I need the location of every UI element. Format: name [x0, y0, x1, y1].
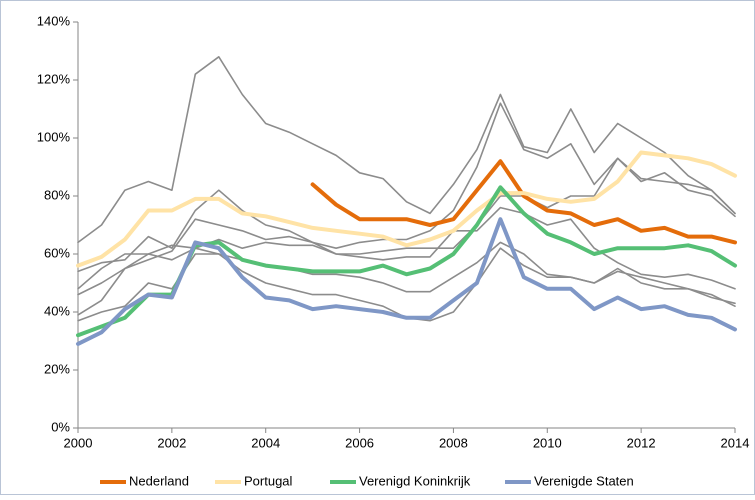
y-tick-label: 0%: [51, 419, 70, 434]
legend-label: Nederland: [129, 473, 189, 488]
y-tick-label: 100%: [37, 129, 71, 144]
background-line: [77, 56, 736, 244]
legend-label: Verenigde Staten: [534, 473, 634, 488]
x-tick-label: 2006: [345, 435, 374, 450]
legend-label: Portugal: [244, 473, 293, 488]
x-tick-label: 2004: [251, 435, 280, 450]
x-tick-label: 2012: [627, 435, 656, 450]
legend-label: Verenigd Koninkrijk: [359, 473, 471, 488]
x-tick-label: 2008: [439, 435, 468, 450]
background-line: [77, 157, 736, 296]
y-tick-label: 60%: [44, 245, 70, 260]
series-line: [310, 159, 737, 245]
x-tick-label: 2010: [533, 435, 562, 450]
background-line: [77, 206, 736, 316]
x-tick-label: 2002: [157, 435, 186, 450]
series-line: [76, 217, 737, 346]
y-tick-label: 20%: [44, 361, 70, 376]
y-tick-label: 120%: [37, 71, 71, 86]
series-line: [76, 150, 737, 268]
x-tick-label: 2014: [721, 435, 750, 450]
x-tick-label: 2000: [64, 435, 93, 450]
y-tick-label: 40%: [44, 303, 70, 318]
legend: Nederland Portugal Verenigd Koninkrijk Vere…: [100, 473, 634, 488]
y-tick-label: 140%: [37, 13, 71, 28]
y-tick-label: 80%: [44, 187, 70, 202]
